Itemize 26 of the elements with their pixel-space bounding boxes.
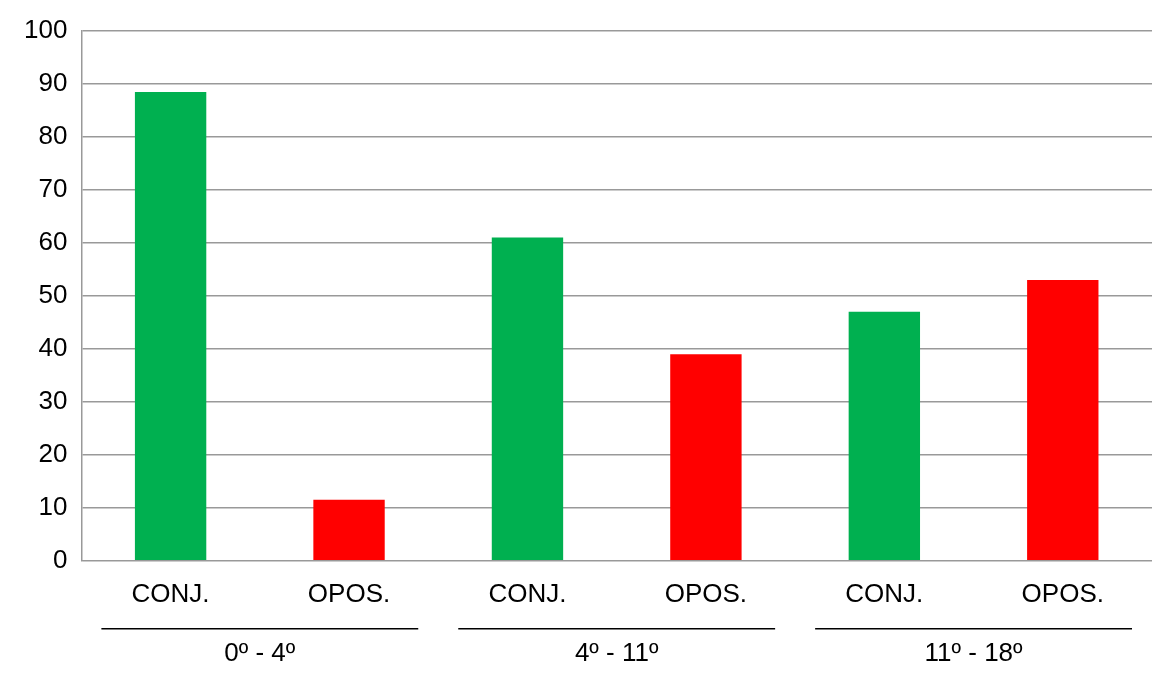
y-tick-label: 40: [38, 332, 68, 363]
bar: [670, 354, 742, 561]
text: 4º - 11º: [574, 636, 659, 667]
x-tick-label: OPOS.: [1021, 577, 1104, 608]
x-tick-label: OPOS.: [307, 577, 391, 608]
y-tick-label: 10: [38, 490, 68, 521]
x-tick-label: OPOS.: [664, 577, 748, 608]
y-tick-label: 100: [23, 14, 68, 45]
y-tick-label: 70: [38, 173, 68, 204]
bar: [313, 499, 385, 561]
x-tick-label: CONJ.: [131, 577, 210, 608]
y-tick-label: 90: [38, 67, 68, 98]
y-tick-label: 20: [38, 438, 68, 469]
x-tick-label: CONJ.: [488, 577, 567, 608]
text: 11º - 18º: [924, 636, 1024, 667]
y-tick-label: 30: [38, 385, 68, 416]
text: 0º - 4º: [224, 636, 296, 667]
bar: [1027, 280, 1099, 561]
x-tick-label: CONJ.: [845, 577, 924, 608]
y-tick-label: 50: [38, 279, 68, 310]
bar: [848, 311, 921, 561]
y-tick-label: 0: [52, 543, 68, 574]
bar: [491, 237, 564, 561]
y-tick-label: 60: [38, 226, 68, 257]
y-tick-label: 80: [38, 120, 68, 151]
bar: [134, 91, 207, 561]
